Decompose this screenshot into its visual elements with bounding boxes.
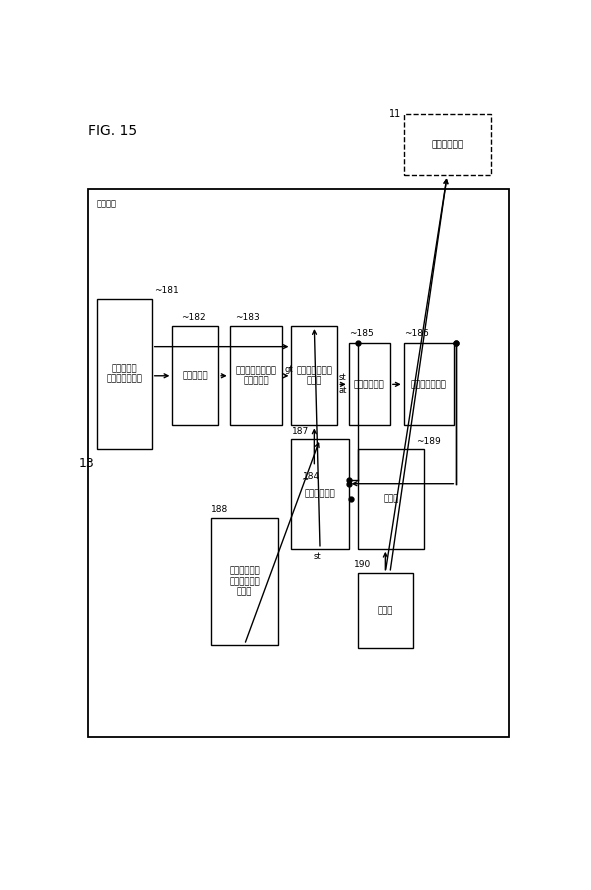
Text: 11: 11 [389, 109, 401, 119]
Text: イベント発生部: イベント発生部 [411, 380, 447, 389]
Text: 行動決定モデル
算出部: 行動決定モデル 算出部 [297, 366, 332, 385]
Bar [229, 326, 282, 425]
Bar [291, 439, 349, 549]
Text: ~189: ~189 [417, 437, 441, 446]
Bar [87, 189, 509, 737]
Text: gt: gt [285, 366, 293, 375]
Bar [358, 573, 413, 648]
Bar [97, 299, 152, 449]
Text: 検証装置: 検証装置 [97, 199, 117, 208]
Text: ~181: ~181 [154, 286, 179, 295]
Text: ~182: ~182 [181, 313, 206, 322]
Text: 187: 187 [292, 426, 309, 436]
Bar [291, 326, 337, 425]
Text: FIG. 15: FIG. 15 [87, 124, 137, 138]
Text: st: st [313, 552, 321, 561]
Text: 出発目的地
ランダム設定部: 出発目的地 ランダム設定部 [106, 364, 142, 384]
Text: シミュレータ: シミュレータ [354, 380, 385, 389]
Text: チェックポイント
位置計算部: チェックポイント 位置計算部 [235, 366, 277, 385]
Text: ~183: ~183 [235, 313, 260, 322]
Text: 経路生成部: 経路生成部 [183, 371, 208, 380]
Text: ~186: ~186 [404, 329, 428, 338]
Bar [349, 344, 390, 425]
Bar [212, 518, 278, 644]
Text: 190: 190 [354, 561, 371, 570]
Text: センサモデル
ノイズモデル
発生部: センサモデル ノイズモデル 発生部 [229, 566, 260, 596]
Bar [358, 449, 424, 549]
Text: ~: ~ [301, 474, 308, 484]
Text: 184: 184 [303, 472, 320, 481]
Text: ~185: ~185 [349, 329, 374, 338]
Bar [173, 326, 218, 425]
Text: 188: 188 [212, 505, 229, 514]
Bar [404, 114, 491, 175]
Text: at: at [339, 385, 347, 394]
Text: 検証部: 検証部 [378, 606, 393, 615]
Bar [404, 344, 454, 425]
Text: 記録部: 記録部 [384, 495, 399, 504]
Text: st: st [339, 373, 346, 382]
Text: 状態量算出部: 状態量算出部 [305, 490, 336, 498]
Text: 運転制御装置: 運転制御装置 [431, 140, 463, 149]
Text: 13: 13 [79, 457, 94, 470]
